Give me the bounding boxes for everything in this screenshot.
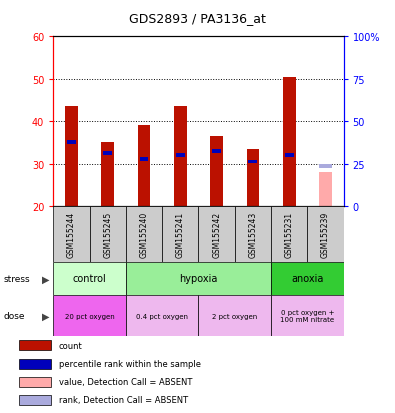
Bar <box>102 143 114 206</box>
Bar <box>210 137 223 206</box>
Text: ▶: ▶ <box>42 274 49 284</box>
Bar <box>67 141 76 145</box>
Text: 0 pct oxygen +
100 mM nitrate: 0 pct oxygen + 100 mM nitrate <box>280 309 335 323</box>
Bar <box>271 262 344 295</box>
Text: value, Detection Call = ABSENT: value, Detection Call = ABSENT <box>58 377 192 386</box>
Bar <box>103 152 112 155</box>
Bar <box>271 295 344 337</box>
Bar <box>126 295 199 337</box>
Bar <box>53 295 126 337</box>
Text: stress: stress <box>4 274 30 283</box>
Bar <box>319 173 332 206</box>
Text: ▶: ▶ <box>42 311 49 321</box>
Text: 20 pct oxygen: 20 pct oxygen <box>65 313 115 319</box>
Bar <box>126 262 271 295</box>
Bar <box>65 107 78 206</box>
Text: GSM155245: GSM155245 <box>103 211 112 257</box>
Text: hypoxia: hypoxia <box>179 274 218 284</box>
Bar <box>53 262 126 295</box>
Text: percentile rank within the sample: percentile rank within the sample <box>58 359 201 368</box>
Text: GSM155239: GSM155239 <box>321 211 330 257</box>
Bar <box>90 206 126 262</box>
Text: GSM155231: GSM155231 <box>285 211 294 257</box>
Text: control: control <box>73 274 107 284</box>
Bar <box>138 126 150 206</box>
Bar <box>271 206 307 262</box>
Text: 2 pct oxygen: 2 pct oxygen <box>212 313 258 319</box>
Bar <box>199 206 235 262</box>
Text: GSM155243: GSM155243 <box>248 211 258 257</box>
Text: GSM155242: GSM155242 <box>212 211 221 257</box>
Bar <box>212 150 221 153</box>
Bar <box>283 77 295 206</box>
Text: anoxia: anoxia <box>291 274 324 284</box>
Bar <box>235 206 271 262</box>
Text: GSM155240: GSM155240 <box>139 211 149 257</box>
Bar <box>19 377 51 387</box>
Text: count: count <box>58 341 82 350</box>
Bar <box>19 341 51 351</box>
Bar <box>174 107 187 206</box>
Bar <box>199 295 271 337</box>
Bar <box>285 154 293 158</box>
Bar <box>19 395 51 405</box>
Bar <box>176 154 185 158</box>
Bar <box>248 160 258 164</box>
Bar <box>307 206 344 262</box>
Bar <box>19 359 51 369</box>
Text: GDS2893 / PA3136_at: GDS2893 / PA3136_at <box>129 12 266 25</box>
Bar <box>162 206 198 262</box>
Text: 0.4 pct oxygen: 0.4 pct oxygen <box>136 313 188 319</box>
Bar <box>246 150 259 206</box>
Bar <box>139 158 149 162</box>
Text: rank, Detection Call = ABSENT: rank, Detection Call = ABSENT <box>58 395 188 404</box>
Text: GSM155241: GSM155241 <box>176 211 185 257</box>
Text: GSM155244: GSM155244 <box>67 211 76 257</box>
Bar <box>53 206 90 262</box>
Text: dose: dose <box>4 311 25 320</box>
Bar <box>126 206 162 262</box>
Bar <box>319 164 332 168</box>
